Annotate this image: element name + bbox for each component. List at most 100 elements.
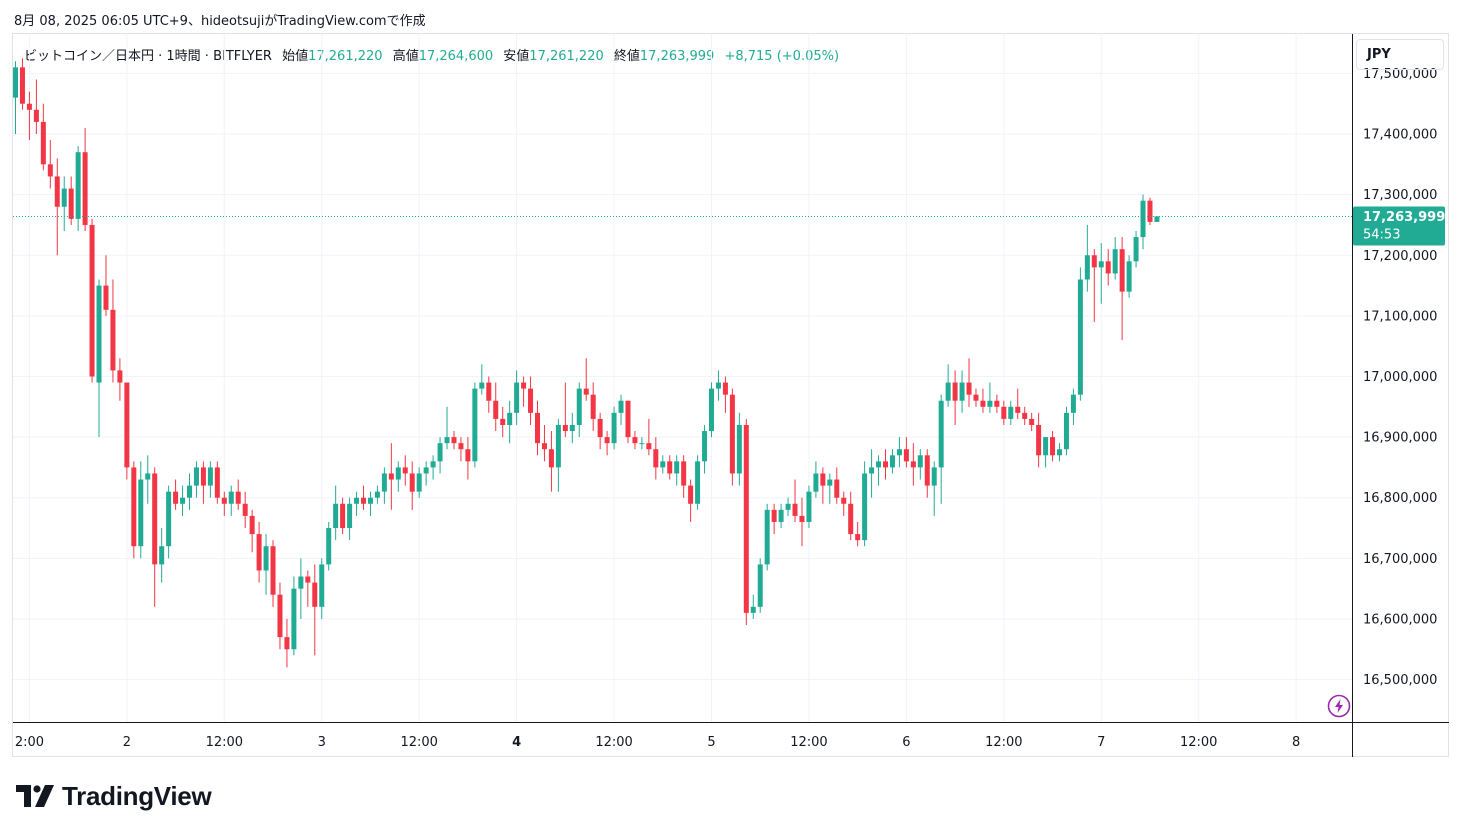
- candle: [409, 461, 415, 510]
- candle: [966, 358, 972, 407]
- candle-body: [994, 400, 1000, 407]
- candle: [284, 618, 290, 668]
- candle: [124, 382, 130, 480]
- candle-body: [207, 467, 213, 486]
- candle-body: [959, 382, 965, 401]
- candle-body: [319, 564, 325, 607]
- candle-body: [1036, 424, 1042, 456]
- candle: [507, 400, 513, 444]
- candle: [361, 485, 366, 510]
- candle: [75, 146, 81, 232]
- candle-body: [973, 394, 979, 401]
- candle-body: [903, 449, 909, 462]
- y-tick-label: 16,900,000: [1363, 431, 1437, 446]
- candle: [96, 279, 102, 438]
- candle-body: [1050, 437, 1056, 456]
- candle: [799, 497, 805, 547]
- candle-body: [945, 382, 951, 401]
- candle: [896, 437, 902, 468]
- candle-body: [486, 382, 492, 401]
- candle: [13, 61, 18, 135]
- candle: [312, 564, 318, 656]
- candle: [597, 412, 603, 450]
- x-tick-label: 4: [512, 735, 521, 750]
- candle-body: [764, 509, 770, 565]
- candle-body: [681, 461, 687, 486]
- candle: [472, 382, 478, 468]
- candle: [1001, 400, 1007, 425]
- candle-body: [660, 461, 666, 468]
- low-value: 17,261,220: [529, 49, 604, 64]
- tradingview-logo[interactable]: TradingView: [16, 780, 212, 812]
- candle-body: [695, 461, 701, 504]
- candle: [771, 503, 777, 535]
- candle: [221, 491, 227, 516]
- candle-body: [61, 188, 67, 207]
- symbol-label[interactable]: ビットコイン／日本円 · 1時間 · BITFLYER: [24, 49, 272, 64]
- candle-body: [896, 449, 902, 456]
- candle: [528, 376, 534, 425]
- candle: [555, 418, 561, 492]
- candle-body: [1008, 406, 1014, 419]
- candle-body: [465, 449, 471, 462]
- candle: [68, 176, 74, 225]
- candle-body: [702, 431, 708, 462]
- candle-body: [757, 564, 763, 607]
- candle: [347, 497, 353, 541]
- y-tick-label: 17,300,000: [1363, 188, 1437, 203]
- candle: [541, 424, 547, 462]
- candle-body: [82, 152, 88, 225]
- candle-body: [180, 497, 186, 504]
- candle-body: [514, 382, 520, 413]
- candle: [444, 406, 450, 450]
- candle-body: [715, 382, 721, 389]
- candle-body: [277, 594, 283, 638]
- candle-body: [1022, 412, 1028, 419]
- high-label: 高値: [392, 49, 419, 64]
- candle-body: [395, 467, 401, 480]
- candle: [785, 497, 791, 516]
- candle-body: [507, 412, 513, 425]
- candle: [889, 449, 895, 474]
- currency-selector[interactable]: JPY: [1356, 39, 1444, 70]
- candle-body: [729, 394, 735, 474]
- candle-body: [1063, 412, 1069, 450]
- candle-body: [883, 461, 888, 468]
- candle: [883, 449, 888, 480]
- bar-countdown: 54:53: [1363, 227, 1400, 242]
- candle-body: [13, 67, 18, 98]
- candle-body: [159, 546, 165, 565]
- x-tick-label: 8: [1292, 735, 1300, 750]
- candle-body: [535, 412, 540, 444]
- candle: [743, 418, 749, 626]
- candle-body: [402, 467, 408, 474]
- candle: [340, 497, 346, 535]
- candle-body: [1077, 279, 1083, 395]
- candle: [187, 473, 192, 510]
- candle-body: [743, 424, 749, 613]
- y-tick-label: 17,400,000: [1363, 128, 1437, 143]
- x-axis-labels: 2:00 2 12:00 3 12:00 4 12:00 5 12:00 6 12:00 7 12:00…: [15, 735, 1300, 750]
- candle: [639, 437, 645, 450]
- last-price-badge: [1353, 206, 1445, 246]
- candle: [862, 461, 868, 547]
- candle: [709, 382, 714, 438]
- candle-body: [521, 382, 527, 389]
- candle: [180, 485, 186, 516]
- candle: [326, 521, 332, 571]
- candle-body: [541, 443, 547, 450]
- candle-body: [131, 467, 137, 547]
- candle-body: [576, 388, 582, 425]
- candle-body: [785, 503, 791, 510]
- open-label: 始値: [282, 49, 309, 64]
- y-axis-labels: 17,500,000 17,400,000 17,300,000 17,200,000…: [1363, 67, 1437, 688]
- candle: [138, 461, 144, 559]
- candle-body: [1070, 394, 1076, 413]
- x-tick-label: 7: [1097, 735, 1105, 750]
- chart-frame: [12, 33, 1449, 757]
- lightning-icon[interactable]: [1327, 694, 1351, 718]
- candle-body: [298, 576, 304, 589]
- x-tick-label: 6: [902, 735, 910, 750]
- candle-body: [96, 285, 102, 383]
